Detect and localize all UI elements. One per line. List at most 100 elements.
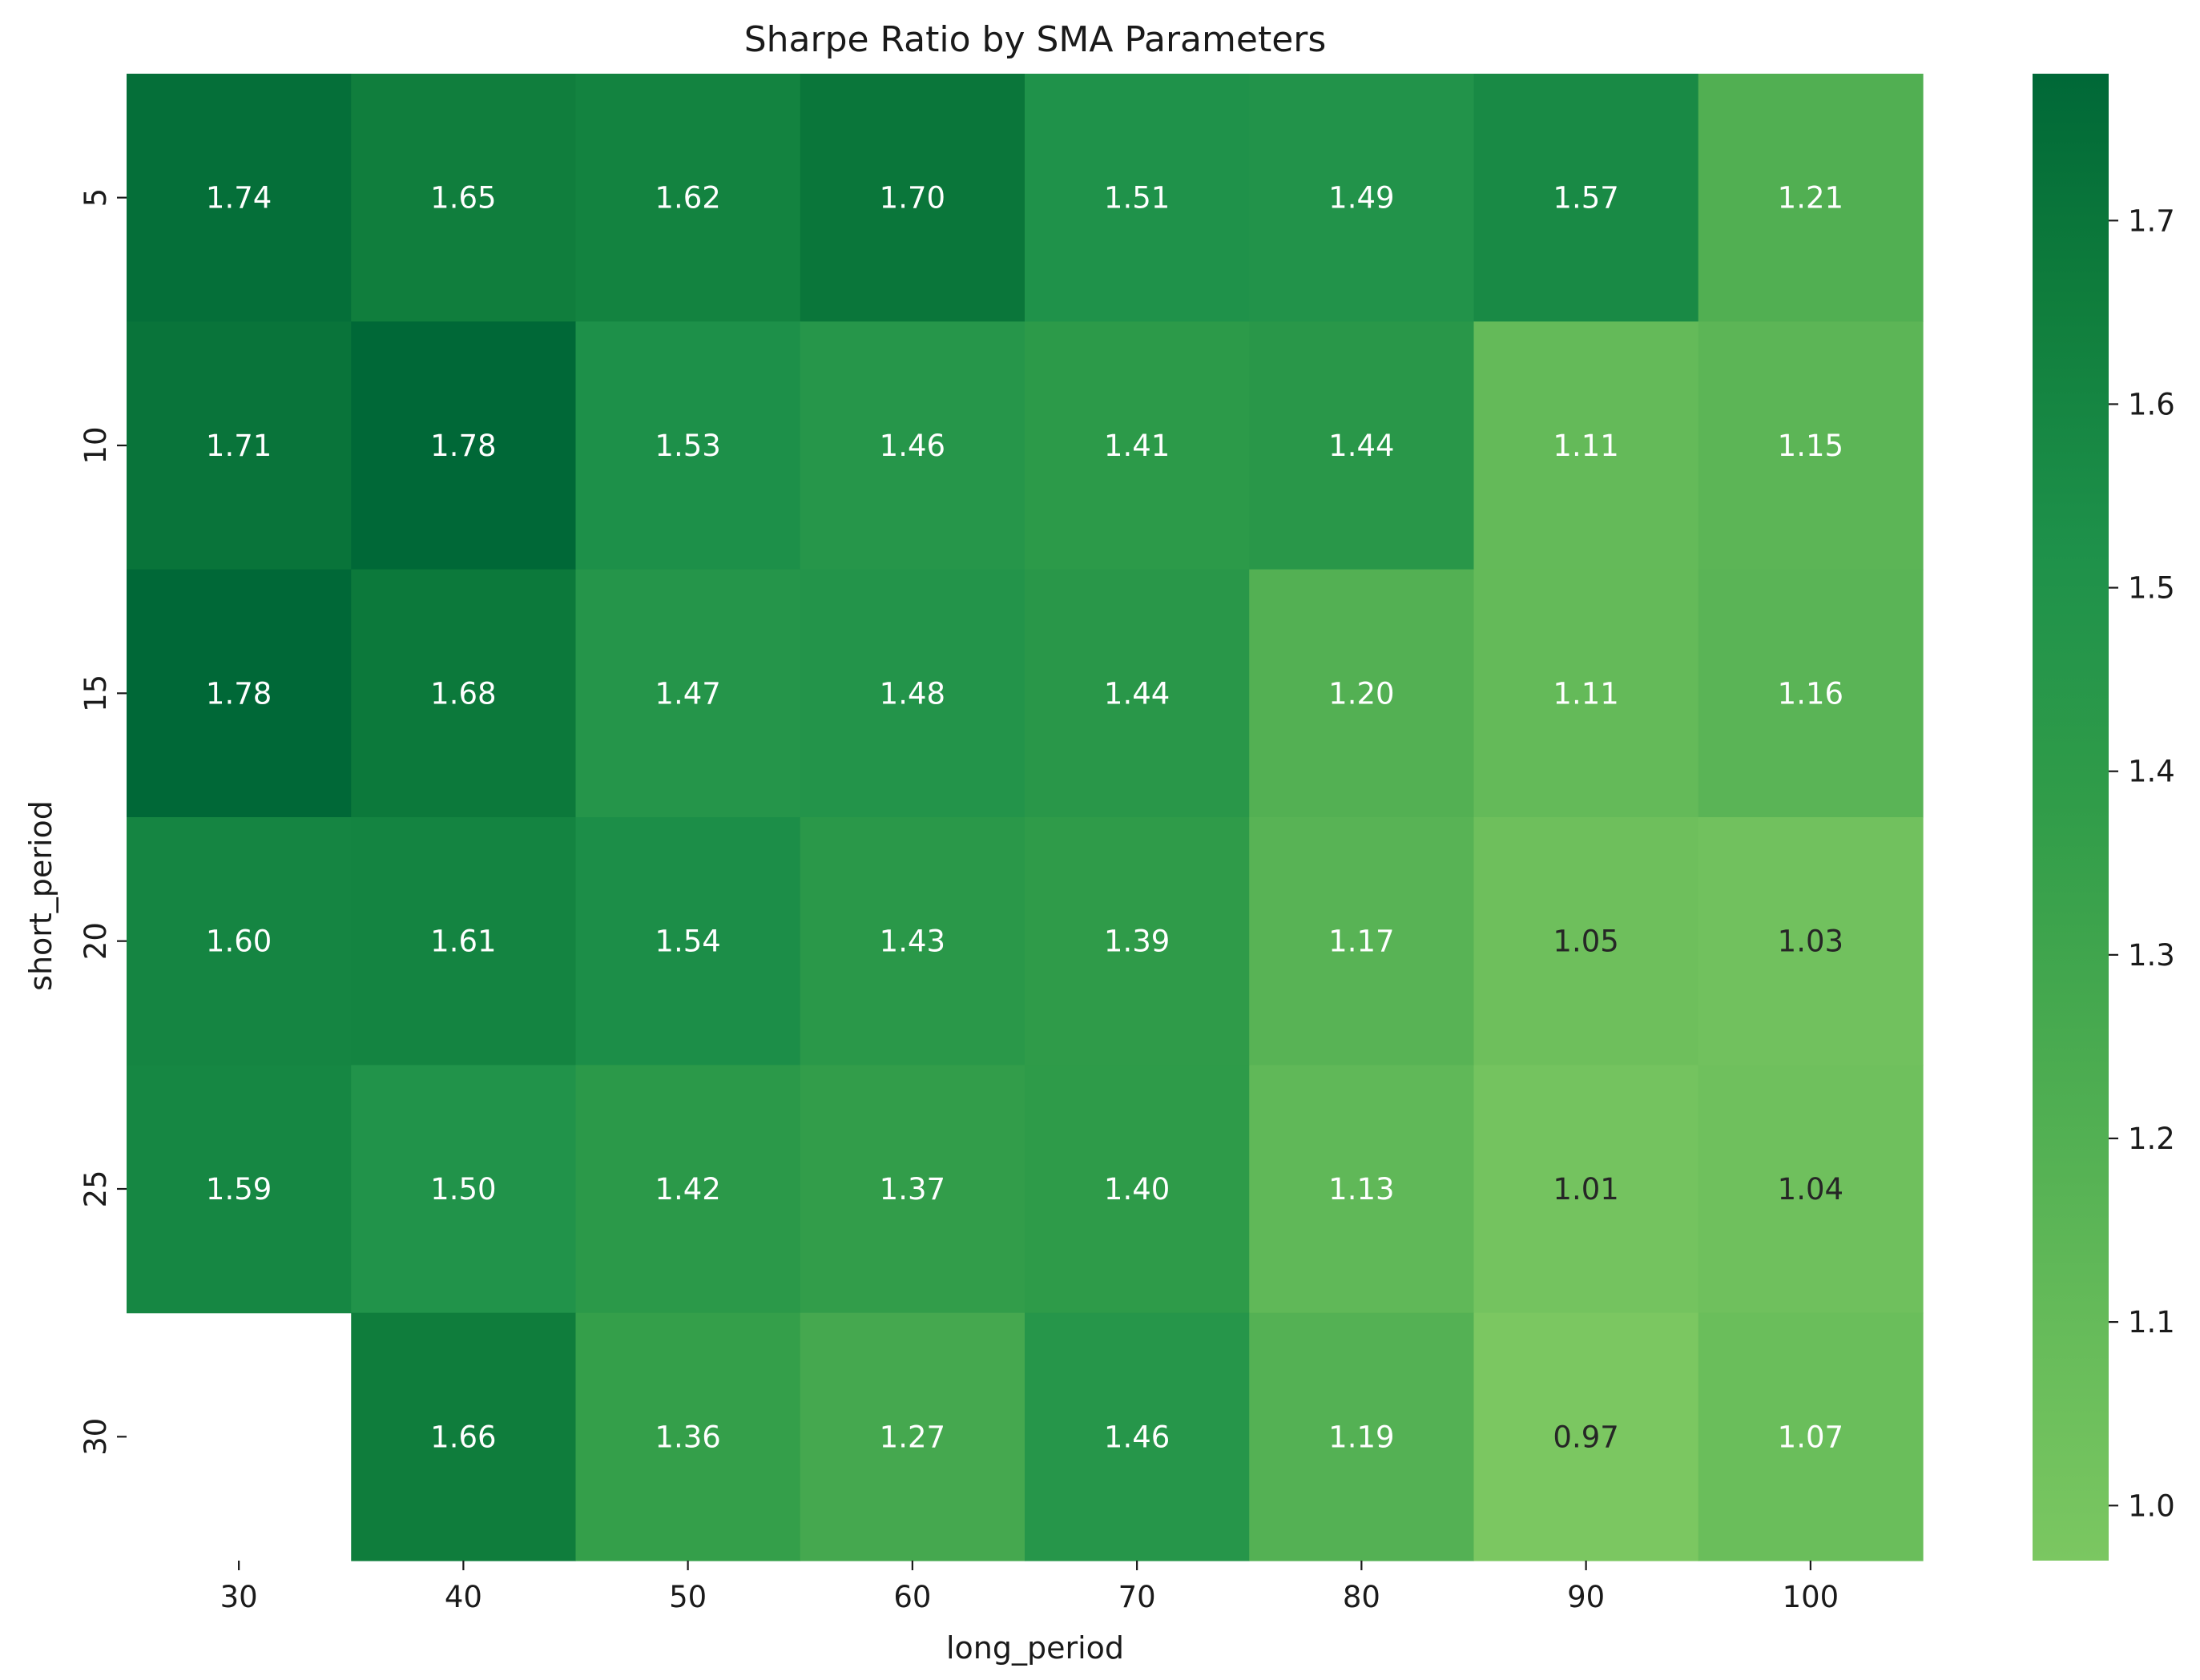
cell-value-label: 1.59 <box>206 1172 272 1207</box>
heatmap-cell <box>127 321 352 570</box>
heatmap-cell <box>800 74 1025 322</box>
cell-value-label: 1.40 <box>1104 1172 1170 1207</box>
cell-value-label: 0.97 <box>1553 1420 1618 1454</box>
cell-value-label: 1.53 <box>655 429 720 463</box>
cell-value-label: 1.17 <box>1328 925 1394 959</box>
x-tick-label: 60 <box>893 1580 931 1614</box>
colorbar-tick-label: 1.4 <box>2128 755 2175 789</box>
cell-value-label: 1.44 <box>1328 429 1394 463</box>
heatmap-cell <box>127 74 352 322</box>
cell-value-label: 1.16 <box>1778 676 1843 711</box>
heatmap-cell <box>1473 817 1699 1066</box>
colorbar-tick-label: 1.3 <box>2128 938 2175 973</box>
cell-value-label: 1.37 <box>880 1172 945 1207</box>
heatmap-cell <box>575 1065 801 1314</box>
heatmap-cell <box>1025 321 1250 570</box>
heatmap-cell <box>351 569 577 818</box>
x-axis-label: long_period <box>946 1630 1124 1666</box>
heatmap-cell <box>1025 1065 1250 1314</box>
heatmap-cell <box>351 321 577 570</box>
heatmap-cell <box>1698 1065 1924 1314</box>
heatmap-cell <box>575 817 801 1066</box>
heatmap-cell <box>1473 1065 1699 1314</box>
cell-value-label: 1.46 <box>1104 1420 1170 1454</box>
colorbar: 1.0 1.1 1.2 1.3 1.4 1.5 1.6 1.7 <box>2033 74 2175 1561</box>
cell-value-label: 1.39 <box>1104 925 1170 959</box>
cell-value-label: 1.48 <box>880 676 945 711</box>
x-tick-label: 90 <box>1567 1580 1605 1614</box>
heatmap-cell <box>1025 817 1250 1066</box>
x-tick-label: 30 <box>220 1580 258 1614</box>
cell-value-label: 1.21 <box>1778 181 1843 216</box>
heatmap-cell <box>1249 1065 1475 1314</box>
y-axis-label: short_period <box>23 800 58 991</box>
cell-value-label: 1.57 <box>1553 181 1618 216</box>
y-tick-label: 20 <box>79 922 113 960</box>
heatmap-cell <box>575 74 801 322</box>
heatmap-cell <box>1249 321 1475 570</box>
heatmap-cell <box>575 569 801 818</box>
heatmap-cell <box>1249 817 1475 1066</box>
heatmap-cell <box>127 1065 352 1314</box>
x-axis: 30 40 50 60 70 80 90 100 <box>220 1561 1839 1614</box>
heatmap-cell <box>1473 74 1699 322</box>
cell-value-label: 1.68 <box>430 676 496 711</box>
heatmap-cell <box>1698 1312 1924 1561</box>
heatmap-cell <box>1249 1312 1475 1561</box>
colorbar-tick-label: 1.5 <box>2128 571 2175 606</box>
cell-value-label: 1.27 <box>880 1420 945 1454</box>
cell-value-label: 1.62 <box>655 181 720 216</box>
heatmap-cell <box>800 321 1025 570</box>
heatmap-cell <box>127 817 352 1066</box>
cell-value-label: 1.71 <box>206 429 272 463</box>
heatmap-cell <box>575 321 801 570</box>
cell-value-label: 1.70 <box>880 181 945 216</box>
heatmap-cell <box>351 817 577 1066</box>
cell-value-label: 1.74 <box>206 181 272 216</box>
heatmap-cell <box>1473 1312 1699 1561</box>
heatmap-cell <box>1698 569 1924 818</box>
cell-value-label: 1.20 <box>1328 676 1394 711</box>
cell-value-label: 1.01 <box>1553 1172 1618 1207</box>
heatmap-cell <box>1473 321 1699 570</box>
x-tick-label: 80 <box>1343 1580 1380 1614</box>
heatmap-cell <box>1249 74 1475 322</box>
cell-value-label: 1.42 <box>655 1172 720 1207</box>
colorbar-tick-label: 1.7 <box>2128 203 2175 238</box>
cell-value-label: 1.50 <box>430 1172 496 1207</box>
heatmap-cell <box>351 74 577 322</box>
cell-value-label: 1.51 <box>1104 181 1170 216</box>
heatmap-cell <box>800 1065 1025 1314</box>
y-tick-label: 5 <box>79 188 113 207</box>
cell-value-label: 1.47 <box>655 676 720 711</box>
cell-value-label: 1.11 <box>1553 429 1618 463</box>
heatmap-cell <box>1698 817 1924 1066</box>
heatmap-cell <box>127 569 352 818</box>
heatmap-cell <box>575 1312 801 1561</box>
cell-value-label: 1.78 <box>430 429 496 463</box>
cell-value-label: 1.05 <box>1553 925 1618 959</box>
cell-value-label: 1.04 <box>1778 1172 1843 1207</box>
cell-value-label: 1.19 <box>1328 1420 1394 1454</box>
cell-value-label: 1.49 <box>1328 181 1394 216</box>
x-tick-label: 100 <box>1783 1580 1839 1614</box>
cell-value-label: 1.03 <box>1778 925 1843 959</box>
cell-value-label: 1.66 <box>430 1420 496 1454</box>
cell-value-label: 1.44 <box>1104 676 1170 711</box>
cell-value-label: 1.46 <box>880 429 945 463</box>
cell-value-label: 1.60 <box>206 925 272 959</box>
heatmap-cell <box>1025 569 1250 818</box>
cell-value-label: 1.15 <box>1778 429 1843 463</box>
heatmap-cell <box>1698 321 1924 570</box>
cell-value-label: 1.78 <box>206 676 272 711</box>
heatmap-cell <box>800 569 1025 818</box>
cell-value-label: 1.43 <box>880 925 945 959</box>
x-tick-label: 40 <box>445 1580 482 1614</box>
colorbar-tick-label: 1.1 <box>2128 1305 2175 1340</box>
heatmap-cell <box>1698 74 1924 322</box>
y-axis: 5 10 15 20 25 30 <box>79 188 127 1456</box>
heatmap-cells: 1.74 1.65 1.62 1.70 1.51 1.49 1.57 1.21 1.71 1.78… <box>127 74 1924 1561</box>
heatmap-cell <box>1249 569 1475 818</box>
cell-value-label: 1.13 <box>1328 1172 1394 1207</box>
